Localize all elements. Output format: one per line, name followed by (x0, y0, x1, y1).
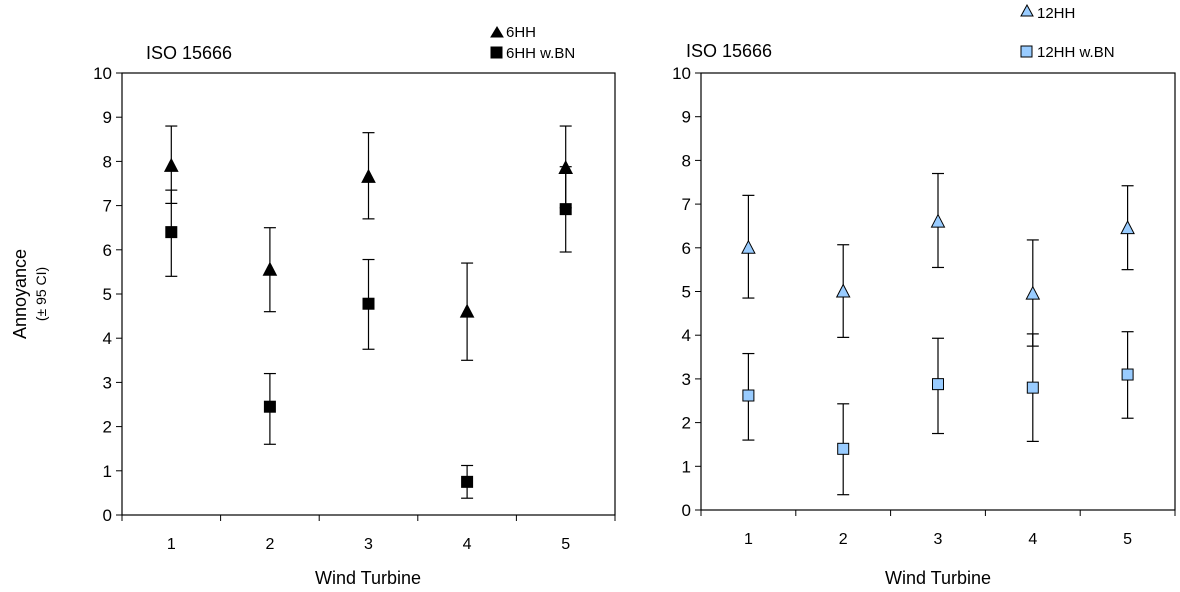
data-point-square (362, 297, 375, 310)
data-point-triangle (835, 283, 851, 298)
data-point-triangle (930, 213, 946, 228)
y-axis-label-left: Annoyance (10, 249, 30, 339)
y-tick-label: 0 (682, 501, 691, 520)
x-tick-label: 2 (839, 531, 848, 548)
data-point-square (461, 475, 474, 488)
data-point-square (263, 400, 276, 413)
y-tick-label: 8 (682, 151, 691, 170)
series-1 (742, 331, 1134, 496)
legend-entry-6hh-wbn: 6HH w.BN (490, 45, 575, 62)
y-tick-label: 6 (682, 239, 691, 258)
x-tick-label: 2 (265, 536, 274, 553)
y-tick-label: 10 (672, 64, 691, 83)
x-axis-label-right: Wind Turbine (885, 568, 991, 588)
x-tick-label: 5 (1123, 531, 1132, 548)
data-point-triangle (459, 303, 475, 318)
y-tick-label: 8 (103, 152, 112, 171)
legend-triangle-marker (490, 26, 504, 38)
legend-triangle-marker (1020, 3, 1034, 17)
chart-title-left: ISO 15666 (146, 43, 232, 63)
legend-entry-6hh: 6HH (490, 24, 536, 41)
y-tick-label: 3 (103, 373, 112, 392)
data-point-square (1026, 381, 1039, 394)
legend-square-marker (1020, 45, 1033, 58)
x-axis-label-left: Wind Turbine (315, 568, 421, 588)
data-point-square (559, 203, 572, 216)
data-point-triangle (1025, 285, 1041, 300)
series-1 (165, 166, 572, 499)
plot-marks-left (163, 125, 574, 499)
y-tick-label: 2 (103, 418, 112, 437)
legend-label-12hh: 12HH (1037, 5, 1075, 22)
y-axis-left: 0 1 2 3 4 5 6 7 8 9 10 (93, 64, 122, 525)
plot-area-right (700, 72, 1176, 511)
legend-right: 12HH 12HH w.BN (1020, 3, 1115, 61)
y-tick-label: 7 (103, 197, 112, 216)
legend-label-12hh-wbn: 12HH w.BN (1037, 44, 1115, 61)
chart-left: ISO 15666 6HH 6HH w.BN 0 1 2 3 4 5 6 7 8 9 10 1 2 3 4… (10, 24, 616, 588)
series-0 (741, 172, 1135, 347)
y-tick-label: 10 (93, 64, 112, 83)
y-tick-label: 4 (103, 329, 112, 348)
data-point-triangle (262, 261, 278, 276)
y-tick-label: 0 (103, 506, 112, 525)
y-tick-label: 3 (682, 370, 691, 389)
y-tick-label: 9 (103, 108, 112, 127)
data-point-triangle (163, 157, 179, 172)
y-tick-label: 7 (682, 195, 691, 214)
legend-left: 6HH 6HH w.BN (490, 24, 575, 62)
legend-entry-12hh-wbn: 12HH w.BN (1020, 44, 1115, 61)
data-point-square (742, 389, 755, 402)
data-point-square (837, 442, 850, 455)
y-axis-right: 0 1 2 3 4 5 6 7 8 9 10 (672, 64, 701, 520)
y-tick-label: 1 (103, 462, 112, 481)
data-point-square (932, 378, 944, 391)
x-tick-label: 4 (1028, 531, 1037, 548)
data-point-square (1121, 368, 1134, 381)
x-axis-right: 1 2 3 4 5 (700, 510, 1176, 548)
x-tick-label: 1 (744, 531, 753, 548)
chart-title-right: ISO 15666 (686, 41, 772, 61)
legend-square-marker (490, 46, 503, 59)
y-tick-label: 9 (682, 108, 691, 127)
y-tick-label: 6 (103, 241, 112, 260)
data-point-triangle (741, 239, 756, 254)
plot-marks-right (741, 172, 1135, 496)
x-tick-label: 1 (167, 536, 176, 553)
data-point-square (165, 226, 178, 239)
legend-label-6hh: 6HH (506, 24, 536, 41)
y-tick-label: 2 (682, 414, 691, 433)
x-tick-label: 3 (364, 536, 373, 553)
y-tick-label: 5 (103, 285, 112, 304)
data-point-triangle (1120, 220, 1135, 235)
y-tick-label: 1 (682, 457, 691, 476)
y-axis-sublabel-left: (± 95 CI) (33, 267, 49, 321)
y-tick-label: 4 (682, 326, 691, 345)
x-tick-label: 5 (561, 536, 570, 553)
x-tick-label: 4 (463, 536, 472, 553)
legend-label-6hh-wbn: 6HH w.BN (506, 45, 575, 62)
legend-entry-12hh: 12HH (1020, 3, 1075, 22)
data-point-triangle (361, 168, 376, 183)
x-tick-label: 3 (934, 531, 943, 548)
x-axis-left: 1 2 3 4 5 (121, 515, 616, 553)
y-tick-label: 5 (682, 283, 691, 302)
